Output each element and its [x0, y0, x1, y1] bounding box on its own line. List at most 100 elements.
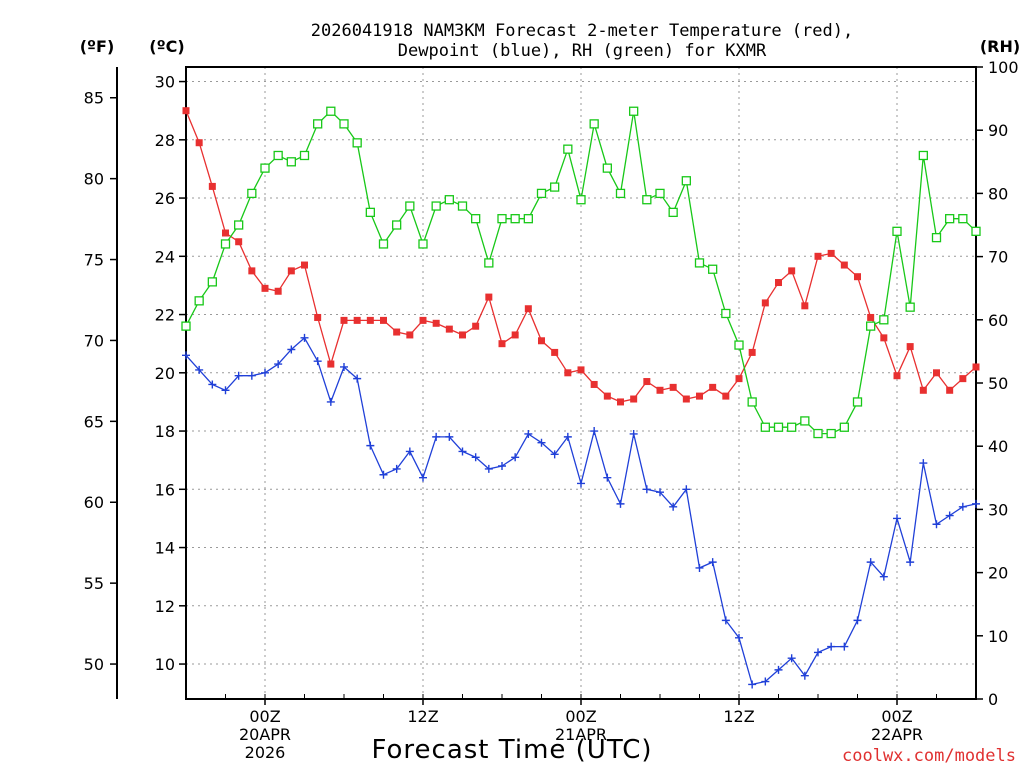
data-point-marker	[760, 422, 770, 432]
data-point-marker	[747, 397, 757, 407]
data-point-marker	[208, 182, 216, 190]
data-point-marker	[853, 616, 862, 625]
data-point-marker	[774, 665, 783, 674]
data-point-marker	[813, 428, 823, 439]
data-point-marker	[801, 302, 809, 310]
data-point-marker	[273, 150, 283, 161]
fahrenheit-unit-label: (ºF)	[80, 37, 115, 56]
data-point-marker	[800, 671, 809, 680]
data-point-marker	[681, 176, 691, 186]
data-point-marker	[892, 226, 902, 236]
data-point-marker	[880, 334, 888, 342]
data-point-marker	[643, 378, 651, 386]
rh-tick-label: 10	[988, 627, 1008, 646]
data-point-marker	[959, 375, 967, 383]
data-point-marker	[405, 447, 414, 456]
data-point-marker	[485, 293, 493, 301]
data-point-marker	[248, 267, 256, 275]
data-point-marker	[497, 214, 507, 224]
data-point-marker	[524, 305, 532, 313]
data-point-marker	[972, 499, 980, 508]
data-point-marker	[893, 372, 901, 380]
data-point-marker	[696, 392, 703, 400]
data-point-marker	[617, 398, 624, 406]
data-point-marker	[589, 119, 599, 129]
celsius-tick-label: 12	[155, 597, 175, 616]
data-point-marker	[788, 267, 796, 275]
data-point-marker	[669, 383, 677, 391]
data-point-marker	[839, 422, 849, 432]
data-point-marker	[393, 328, 401, 336]
x-tick-label: 12Z	[407, 707, 438, 726]
data-point-marker	[576, 195, 586, 205]
data-point-marker	[247, 371, 256, 380]
data-point-marker	[274, 360, 283, 369]
fahrenheit-tick-label: 75	[84, 251, 104, 270]
fahrenheit-tick-label: 55	[84, 574, 104, 593]
data-point-marker	[787, 422, 797, 432]
data-point-marker	[352, 138, 362, 148]
x-axis-title: Forecast Time (UTC)	[371, 735, 652, 765]
data-point-marker	[260, 163, 270, 173]
data-point-marker	[445, 432, 454, 441]
fahrenheit-tick-label: 65	[84, 412, 104, 431]
data-point-marker	[418, 239, 428, 249]
data-point-marker	[694, 258, 705, 268]
data-point-marker	[445, 325, 453, 333]
data-point-marker	[946, 386, 954, 394]
data-point-marker	[444, 195, 454, 205]
data-point-marker	[577, 479, 585, 488]
data-point-marker	[906, 558, 915, 567]
celsius-tick-label: 24	[155, 247, 175, 266]
data-point-marker	[536, 188, 547, 199]
data-point-marker	[419, 473, 427, 482]
data-point-marker	[879, 315, 889, 325]
data-point-marker	[472, 322, 480, 330]
data-point-marker	[603, 392, 611, 400]
celsius-tick-label: 26	[155, 189, 175, 208]
data-point-marker	[945, 214, 955, 224]
data-point-marker	[181, 321, 191, 331]
fahrenheit-tick-label: 85	[84, 89, 104, 108]
x-tick-label: 2026	[245, 743, 286, 762]
data-point-marker	[867, 313, 875, 321]
data-point-marker	[314, 313, 322, 321]
data-point-marker	[235, 238, 243, 246]
data-point-marker	[286, 157, 296, 167]
data-point-marker	[457, 201, 468, 211]
data-point-marker	[906, 343, 914, 351]
data-point-marker	[326, 106, 336, 116]
data-point-marker	[221, 386, 230, 395]
data-point-marker	[761, 677, 770, 686]
data-point-marker	[471, 214, 481, 224]
fahrenheit-tick-label: 50	[84, 655, 104, 674]
fahrenheit-tick-label: 80	[84, 170, 104, 189]
data-point-marker	[866, 558, 875, 567]
data-point-marker	[852, 397, 863, 407]
rh-tick-label: 100	[988, 58, 1019, 77]
data-point-marker	[432, 319, 440, 327]
data-point-marker	[458, 447, 467, 456]
data-point-marker	[775, 279, 782, 287]
data-point-marker	[300, 333, 309, 342]
data-point-marker	[721, 308, 731, 319]
data-point-marker	[459, 331, 466, 339]
data-point-marker	[893, 514, 901, 523]
data-point-marker	[511, 453, 520, 462]
data-point-marker	[538, 337, 545, 345]
data-point-marker	[590, 380, 598, 388]
data-point-marker	[524, 429, 533, 438]
data-point-marker	[800, 416, 810, 426]
data-point-marker	[629, 106, 639, 116]
series-2-meter-temperature	[182, 107, 980, 406]
data-point-marker	[340, 316, 348, 324]
data-point-marker	[735, 375, 743, 383]
celsius-tick-label: 10	[155, 655, 175, 674]
data-point-marker	[261, 284, 269, 292]
celsius-tick-label: 28	[155, 131, 175, 150]
rh-tick-label: 50	[988, 374, 1008, 393]
data-point-marker	[971, 226, 981, 236]
data-point-marker	[431, 201, 441, 211]
data-point-marker	[761, 299, 769, 307]
